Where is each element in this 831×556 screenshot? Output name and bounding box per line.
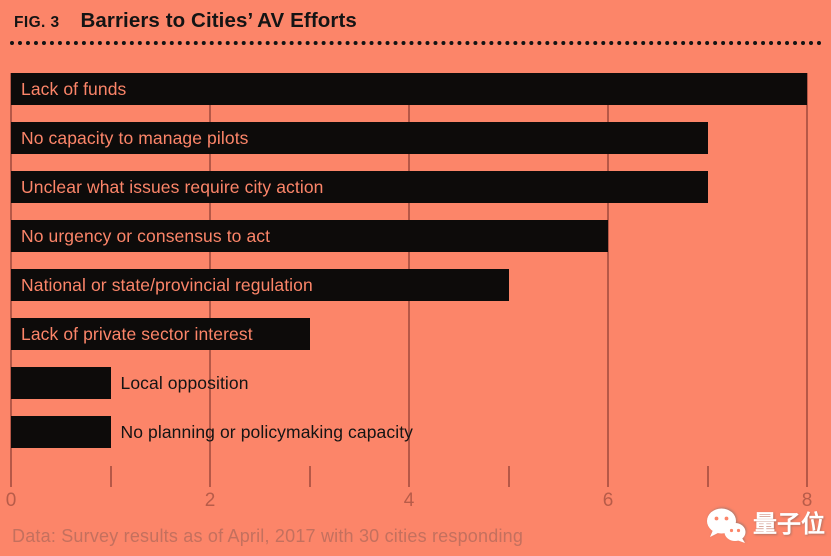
bar: Unclear what issues require city action [11, 171, 708, 203]
bar-label: No capacity to manage pilots [21, 128, 249, 148]
x-axis-tick-label: 6 [602, 490, 614, 511]
x-axis-minor-tick [308, 466, 311, 487]
x-axis-tick-label: 8 [801, 490, 813, 511]
bar-label: Lack of funds [21, 79, 127, 99]
watermark: 量子位 [705, 504, 825, 546]
x-axis-tick-label: 4 [403, 490, 415, 511]
bar [11, 416, 111, 448]
bar-label: No planning or policymaking capacity [120, 422, 414, 442]
bar-label: National or state/provincial regulation [21, 275, 313, 295]
bar-row: Unclear what issues require city action [0, 171, 831, 203]
bar: National or state/provincial regulation [11, 269, 509, 301]
x-axis-tick-label: 2 [204, 490, 216, 511]
bar: No urgency or consensus to act [11, 220, 608, 252]
bar-label: Unclear what issues require city action [21, 177, 324, 197]
gridline [806, 73, 808, 487]
bar: No capacity to manage pilots [11, 122, 708, 154]
bar-label: No urgency or consensus to act [21, 226, 271, 246]
page-title: Barriers to Cities’ AV Efforts [80, 9, 357, 32]
bar-row: Lack of funds [0, 73, 831, 105]
x-axis-minor-tick [507, 466, 510, 487]
dotted-divider [10, 41, 822, 45]
bar-label: Local opposition [120, 373, 249, 393]
x-axis-minor-tick [109, 466, 112, 487]
bar-row: No planning or policymaking capacity [0, 416, 831, 448]
bar-chart: 0 2 4 6 8 Lack of funds No capacity to manage … [0, 73, 831, 511]
gridline [607, 73, 609, 487]
bar-row: No urgency or consensus to act [0, 220, 831, 252]
bar-row: No capacity to manage pilots [0, 122, 831, 154]
x-axis-minor-tick [706, 466, 709, 487]
figure-header: FIG. 3 Barriers to Cities’ AV Efforts [14, 9, 357, 33]
bar: Lack of funds [11, 73, 807, 105]
bar [11, 367, 111, 399]
figure-number: FIG. 3 [14, 14, 60, 31]
bar: Lack of private sector interest [11, 318, 310, 350]
source-note: Data: Survey results as of April, 2017 w… [12, 526, 524, 546]
bar-row: National or state/provincial regulation [0, 269, 831, 301]
bar-row: Lack of private sector interest [0, 318, 831, 350]
bar-label: Lack of private sector interest [21, 324, 253, 344]
x-axis-tick-label: 0 [5, 490, 17, 511]
bar-row: Local opposition [0, 367, 831, 399]
wechat-icon [707, 508, 746, 543]
watermark-text: 量子位 [753, 511, 825, 538]
